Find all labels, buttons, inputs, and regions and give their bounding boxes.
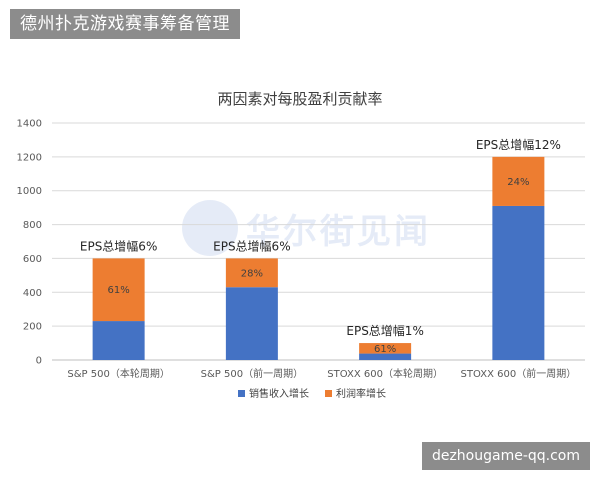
y-tick-label: 1400 [17,119,42,130]
bar-margin-growth [359,343,412,354]
y-tick-label: 1000 [17,186,42,197]
x-tick-label: S&P 500（前一周期） [201,367,303,380]
bar-margin-growth [492,156,545,206]
data-label: 28% [241,268,263,279]
y-tick-label: 800 [23,220,42,231]
legend-label: 销售收入增长 [249,387,309,400]
bar-margin-growth [92,258,145,322]
y-tick-label: 0 [36,356,42,367]
eps-annotation: EPS总增幅6% [213,238,290,253]
bar-sales-growth [492,205,545,360]
chart-title: 两因素对每股盈利贡献率 [217,90,382,108]
bars: 61% EPS总增幅6% 28% EPS总增幅6% 61% EPS总增幅1% 24% EPS总… [80,137,561,360]
bar-sales-growth [225,287,278,360]
bar-sales-growth [92,321,145,360]
x-tick-label: STOXX 600（前一周期） [461,367,577,380]
y-axis-ticks: 0 200 400 600 800 1000 1200 1400 [17,119,42,367]
y-tick-label: 1200 [17,152,42,163]
x-axis-labels: S&P 500（本轮周期） S&P 500（前一周期） STOXX 600（本轮周期… [67,367,576,380]
eps-annotation: EPS总增幅12% [476,137,561,152]
x-tick-label: S&P 500（本轮周期） [67,367,169,380]
eps-annotation: EPS总增幅6% [80,238,157,253]
y-tick-label: 400 [23,288,42,299]
data-label: 61% [108,285,130,296]
data-label: 24% [507,177,529,188]
site-url-banner: dezhougame-qq.com [421,442,590,470]
x-tick-label: STOXX 600（本轮周期） [327,367,443,380]
legend: 销售收入增长 利润率增长 [238,387,386,400]
bar-sales-growth [359,353,412,360]
bar-margin-growth [225,258,278,288]
y-tick-label: 200 [23,322,42,333]
legend-label: 利润率增长 [336,387,386,400]
legend-swatch [238,390,245,397]
legend-swatch [325,390,332,397]
y-tick-label: 600 [23,254,42,265]
site-banner: 德州扑克游戏赛事筹备管理 [10,9,240,39]
data-label: 61% [374,344,396,355]
eps-annotation: EPS总增幅1% [346,323,423,338]
